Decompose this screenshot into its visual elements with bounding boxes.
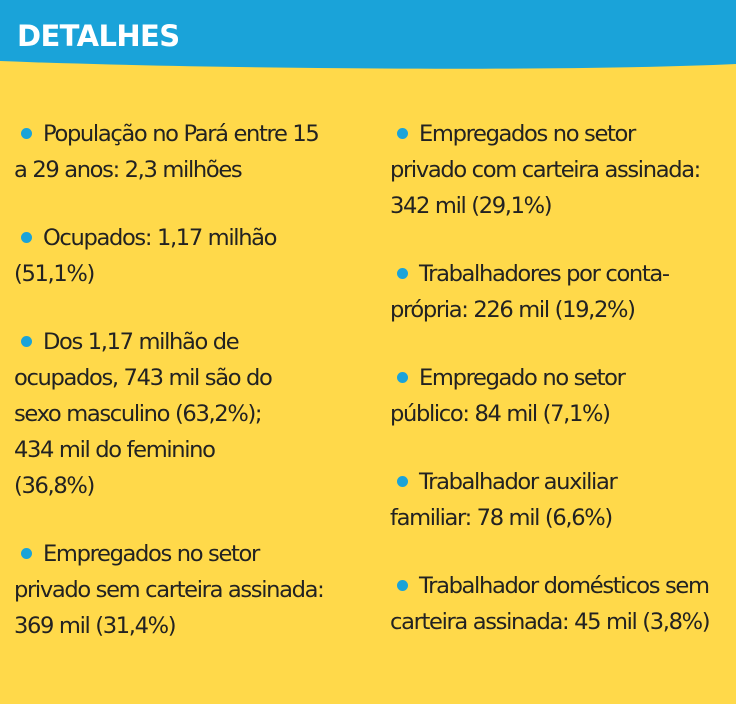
detail-line: 342 mil (29,1%) <box>390 193 553 219</box>
detail-item-private-with-contract: Empregados no setor privado com carteira… <box>390 116 734 224</box>
detail-text: Trabalhador auxiliar <box>419 469 618 495</box>
detail-line: 434 mil do feminino <box>14 437 216 463</box>
detail-item-family-helper: Trabalhador auxiliar familiar: 78 mil (6… <box>390 464 734 536</box>
bullet-dot-icon <box>21 232 32 243</box>
detail-line: Empregados no setor <box>390 116 734 152</box>
detail-item-occupied: Ocupados: 1,17 milhão (51,1%) <box>14 220 360 292</box>
right-column: Empregados no setor privado com carteira… <box>390 116 734 672</box>
bullet-dot-icon <box>397 580 408 591</box>
detail-item-population: População no Pará entre 15 a 29 anos: 2,… <box>14 116 360 188</box>
left-column: População no Pará entre 15 a 29 anos: 2,… <box>14 116 360 676</box>
detail-item-self-employed: Trabalhadores por conta- própria: 226 mi… <box>390 256 734 328</box>
detail-line: privado com carteira assinada: <box>390 157 701 183</box>
detail-line: carteira assinada: 45 mil (3,8%) <box>390 609 711 635</box>
detail-line: Empregados no setor <box>14 536 360 572</box>
detail-item-public-sector: Empregado no setor público: 84 mil (7,1%… <box>390 360 734 432</box>
detail-line: Trabalhador domésticos sem <box>390 568 734 604</box>
detail-line: privado sem carteira assinada: <box>14 577 325 603</box>
detail-line: Ocupados: 1,17 milhão <box>14 220 360 256</box>
detail-line: sexo masculino (63,2%); <box>14 401 263 427</box>
detail-text: População no Pará entre 15 <box>43 121 320 147</box>
detail-text: Trabalhador domésticos sem <box>419 573 710 599</box>
detail-line: própria: 226 mil (19,2%) <box>390 297 636 323</box>
detail-text: Empregado no setor <box>419 365 626 391</box>
detail-line: público: 84 mil (7,1%) <box>390 401 611 427</box>
detail-text: Trabalhadores por conta- <box>419 261 670 287</box>
detail-line: a 29 anos: 2,3 milhões <box>14 157 243 183</box>
bullet-dot-icon <box>397 476 408 487</box>
bullet-dot-icon <box>21 128 32 139</box>
detail-line: (51,1%) <box>14 261 95 287</box>
detail-item-domestic-workers: Trabalhador domésticos sem carteira assi… <box>390 568 734 640</box>
detail-line: Trabalhador auxiliar <box>390 464 734 500</box>
bullet-dot-icon <box>397 128 408 139</box>
detail-text: Dos 1,17 milhão de <box>43 329 240 355</box>
detail-line: 369 mil (31,4%) <box>14 613 177 639</box>
header-banner: DETALHES <box>0 0 736 72</box>
header-shape <box>0 0 736 69</box>
detail-text: Empregados no setor <box>43 541 260 567</box>
bullet-dot-icon <box>397 268 408 279</box>
detail-line: familiar: 78 mil (6,6%) <box>390 505 613 531</box>
detail-line: População no Pará entre 15 <box>14 116 360 152</box>
bullet-dot-icon <box>397 372 408 383</box>
detail-text: Empregados no setor <box>419 121 636 147</box>
detail-item-private-without-contract: Empregados no setor privado sem carteira… <box>14 536 360 644</box>
detail-line: Trabalhadores por conta- <box>390 256 734 292</box>
bullet-dot-icon <box>21 336 32 347</box>
detail-line: ocupados, 743 mil são do <box>14 365 273 391</box>
page-title: DETALHES <box>17 19 180 53</box>
bullet-dot-icon <box>21 548 32 559</box>
detail-item-gender: Dos 1,17 milhão de ocupados, 743 mil são… <box>14 324 360 504</box>
detail-line: (36,8%) <box>14 473 95 499</box>
detail-text: Ocupados: 1,17 milhão <box>43 225 277 251</box>
detail-line: Dos 1,17 milhão de <box>14 324 360 360</box>
detail-line: Empregado no setor <box>390 360 734 396</box>
